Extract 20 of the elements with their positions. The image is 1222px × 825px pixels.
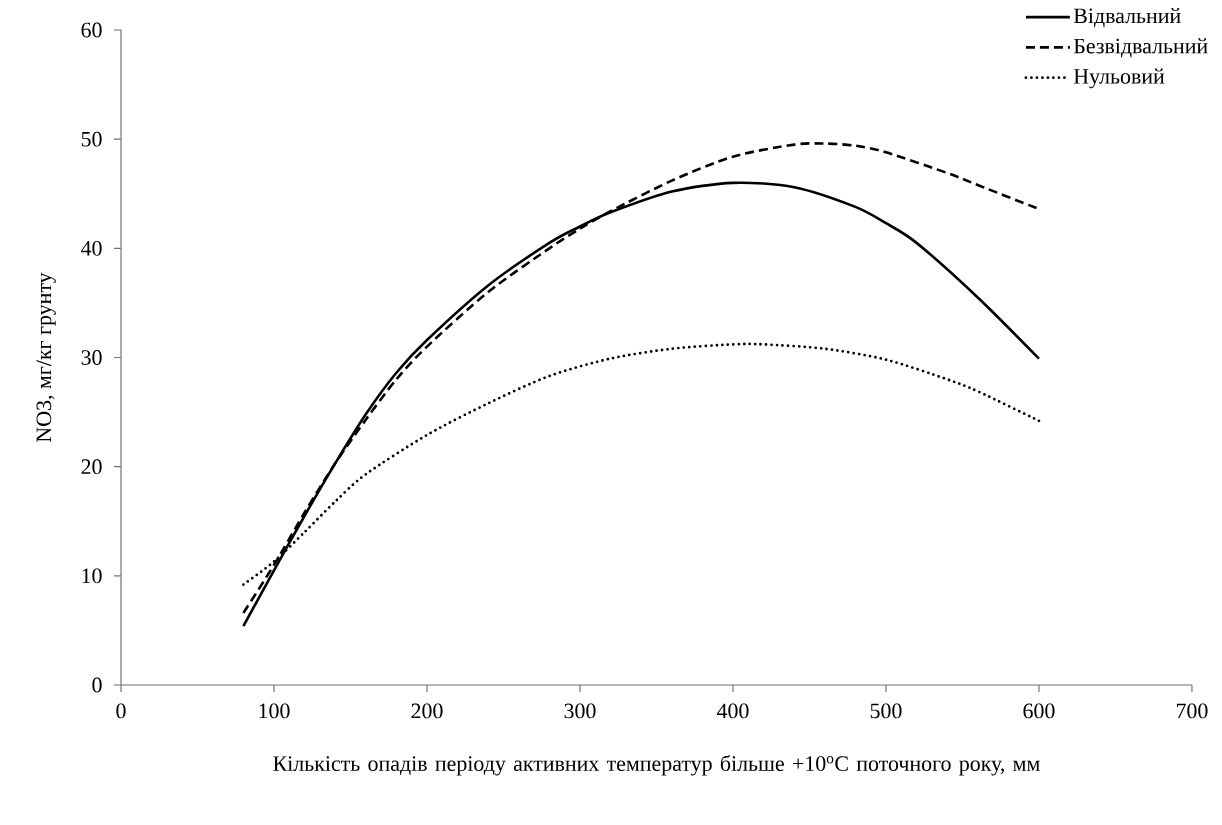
y-tick-label: 30 — [81, 350, 102, 365]
x-tick-label: 400 — [716, 703, 749, 719]
y-tick-label: 40 — [81, 240, 102, 256]
y-tick-label: 0 — [92, 677, 102, 693]
x-axis-title: Кількість опадів періоду активних температур більше +10$^{o}$С поточного року, мм — [273, 755, 1040, 776]
x-tick-label: 200 — [411, 703, 443, 719]
y-tick-label: 60 — [81, 22, 102, 38]
x-tick-label: 600 — [1023, 703, 1055, 719]
y-tick-label: 50 — [81, 131, 102, 147]
x-tick-label: 700 — [1176, 703, 1208, 719]
legend-label: Безвідвальний — [1073, 38, 1208, 58]
x-tick-label: 500 — [870, 703, 902, 719]
x-tick-label: 100 — [259, 703, 290, 719]
x-tick-label: 300 — [564, 703, 596, 719]
legend-label: Нульовий — [1073, 68, 1165, 89]
x-tick-label: 0 — [116, 703, 126, 719]
y-axis-title: NO3, мг/кг грунту — [36, 272, 56, 442]
y-tick-label: 20 — [81, 459, 102, 475]
legend-label: Відвальний — [1073, 7, 1181, 28]
y-tick-label: 10 — [82, 568, 102, 584]
